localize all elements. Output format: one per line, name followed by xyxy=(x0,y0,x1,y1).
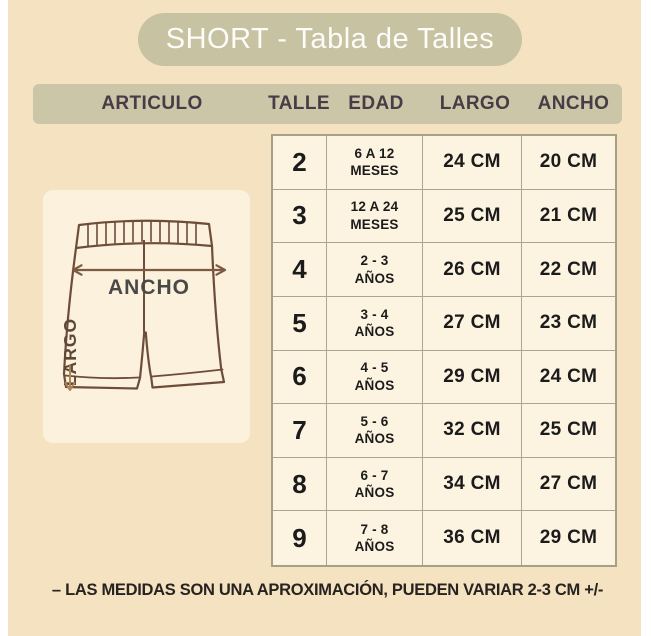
edad-cell: 2 - 3 AÑOS xyxy=(327,243,423,297)
ancho-label: ANCHO xyxy=(108,276,190,299)
talle-cell: 2 xyxy=(273,136,327,190)
largo-cell: 26 CM xyxy=(423,243,522,297)
shorts-waistband-ribs xyxy=(87,220,197,246)
header-articulo: ARTICULO xyxy=(101,93,203,114)
ancho-cell: 21 CM xyxy=(522,189,615,244)
edad-line2: AÑOS xyxy=(354,270,395,286)
ancho-cell: 23 CM xyxy=(522,296,615,351)
talle-cell: 8 xyxy=(273,457,327,512)
edad-cell: 4 - 5 AÑOS xyxy=(327,350,423,405)
title-banner: SHORT - Tabla de Talles xyxy=(138,13,522,66)
talle-cell: 5 xyxy=(273,296,327,351)
talle-cell: 7 xyxy=(273,404,327,458)
edad-line1: 12 A 24 xyxy=(350,199,399,215)
largo-cell: 36 CM xyxy=(423,511,522,565)
table-header: ARTICULO TALLE EDAD LARGO ANCHO xyxy=(33,84,622,124)
edad-line1: 7 - 8 xyxy=(360,521,389,537)
largo-cell: 34 CM xyxy=(423,457,522,512)
edad-cell: 12 A 24 MESES xyxy=(327,189,423,244)
ancho-cell: 20 CM xyxy=(522,136,615,190)
edad-cell: 5 - 6 AÑOS xyxy=(327,404,423,458)
shorts-hem-lines xyxy=(64,368,224,380)
edad-cell: 6 - 7 AÑOS xyxy=(327,457,423,512)
largo-cell: 27 CM xyxy=(423,296,522,351)
ancho-arrow xyxy=(71,264,227,276)
largo-arrow xyxy=(64,365,76,391)
header-talle: TALLE xyxy=(268,93,330,114)
edad-line1: 4 - 5 xyxy=(360,360,389,376)
largo-cell: 25 CM xyxy=(423,189,522,244)
footer-note: – LAS MEDIDAS SON UNA APROXIMACIÓN, PUED… xyxy=(51,581,604,599)
shorts-outline xyxy=(62,244,226,390)
edad-line1: 3 - 4 xyxy=(360,306,389,322)
edad-line2: AÑOS xyxy=(354,485,395,501)
talle-cell: 6 xyxy=(273,350,327,405)
header-edad: EDAD xyxy=(348,93,404,114)
largo-label: LARGO xyxy=(60,318,80,386)
edad-line2: AÑOS xyxy=(354,377,395,393)
edad-line2: AÑOS xyxy=(354,324,395,340)
ancho-cell: 22 CM xyxy=(522,243,615,297)
ancho-cell: 24 CM xyxy=(522,350,615,405)
edad-line2: MESES xyxy=(350,216,399,232)
edad-cell: 3 - 4 AÑOS xyxy=(327,296,423,351)
largo-cell: 24 CM xyxy=(423,136,522,190)
edad-line2: MESES xyxy=(350,163,399,179)
shorts-illustration: ANCHO LARGO xyxy=(60,219,227,391)
page-title: SHORT - Tabla de Talles xyxy=(165,23,495,55)
edad-line2: AÑOS xyxy=(354,539,395,555)
talle-cell: 3 xyxy=(273,189,327,244)
shorts-illustration-panel: ANCHO LARGO xyxy=(43,190,250,443)
ancho-cell: 29 CM xyxy=(522,511,615,565)
edad-line1: 5 - 6 xyxy=(360,413,389,429)
edad-cell: 7 - 8 AÑOS xyxy=(327,511,423,565)
edad-line1: 6 - 7 xyxy=(360,467,389,483)
talle-cell: 4 xyxy=(273,243,327,297)
edad-line2: AÑOS xyxy=(354,431,395,447)
talle-cell: 9 xyxy=(273,511,327,565)
header-largo: LARGO xyxy=(439,93,511,114)
largo-cell: 32 CM xyxy=(423,404,522,458)
ancho-cell: 25 CM xyxy=(522,404,615,458)
edad-line1: 6 A 12 xyxy=(354,145,395,161)
ancho-cell: 27 CM xyxy=(522,457,615,512)
largo-cell: 29 CM xyxy=(423,350,522,405)
edad-cell: 6 A 12 MESES xyxy=(327,136,423,190)
header-ancho: ANCHO xyxy=(537,93,610,114)
size-chart-canvas: SHORT - Tabla de Talles ARTICULO TALLE E… xyxy=(8,0,641,636)
edad-line1: 2 - 3 xyxy=(360,253,389,269)
